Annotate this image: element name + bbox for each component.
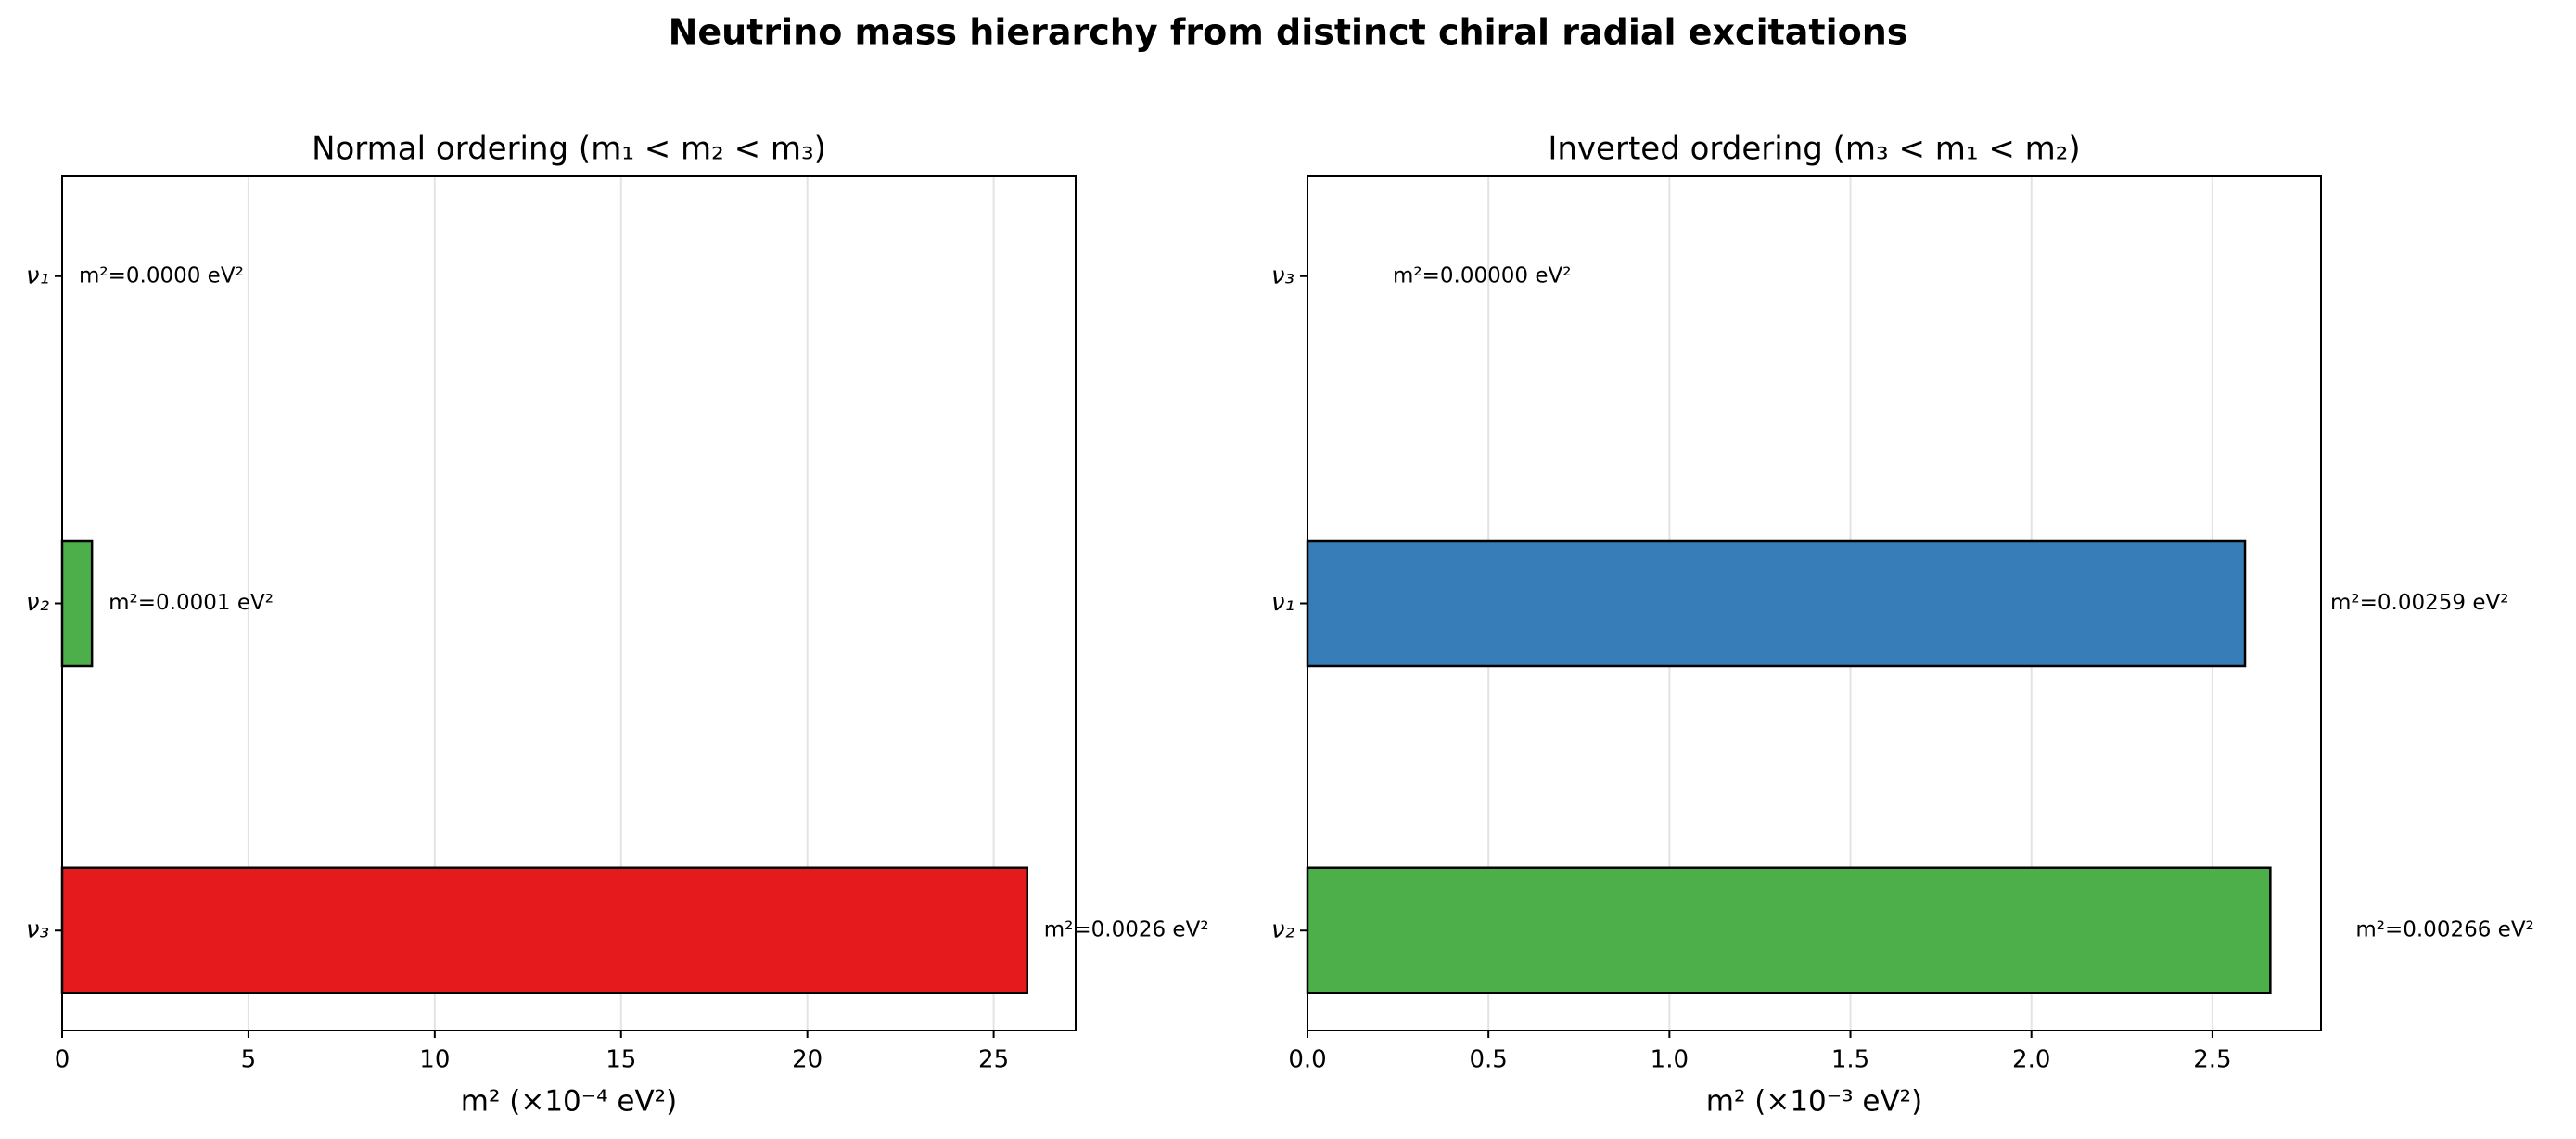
x-tick-label: 0.0 [1288,1046,1326,1074]
subplot-title: Inverted ordering (m₃ < m₁ < m₂) [1548,131,2080,168]
value-label: m²=0.00266 eV² [2355,918,2533,942]
x-tick-label: 2.5 [2193,1046,2231,1074]
value-label: m²=0.0001 eV² [108,591,274,615]
bar [60,539,94,668]
bar [60,866,1029,994]
x-tick-label: 5 [241,1046,257,1074]
x-tick-label: 1.0 [1651,1046,1689,1074]
x-tick-label: 10 [419,1046,450,1074]
value-label: m²=0.00259 eV² [2330,591,2508,615]
x-tick-label: 15 [606,1046,636,1074]
y-tick-label: ν₁ [1271,589,1294,617]
y-tick-label: ν₃ [1271,262,1294,289]
x-tick-label: 25 [978,1046,1009,1074]
axes-frame [61,175,1077,1031]
value-label: m²=0.0000 eV² [79,263,244,288]
x-tick-label: 20 [792,1046,823,1074]
y-tick-label: ν₂ [1271,916,1294,944]
x-axis-label: m² (×10⁻³ eV²) [1706,1085,1922,1119]
x-axis-label: m² (×10⁻⁴ eV²) [461,1085,677,1119]
value-label: m²=0.0026 eV² [1044,918,1209,942]
y-tick-label: ν₃ [26,916,49,944]
bar [1306,539,2247,668]
axes-frame [1307,175,2322,1031]
bar [1306,866,2272,994]
y-tick-label: ν₂ [26,589,49,617]
figure-title: Neutrino mass hierarchy from distinct ch… [669,12,1908,53]
x-tick-label: 0 [55,1046,70,1074]
x-tick-label: 0.5 [1469,1046,1507,1074]
x-tick-label: 1.5 [1831,1046,1869,1074]
y-tick-label: ν₁ [26,262,49,289]
value-label: m²=0.00000 eV² [1393,263,1571,288]
x-tick-label: 2.0 [2012,1046,2050,1074]
subplot-title: Normal ordering (m₁ < m₂ < m₃) [312,131,826,168]
